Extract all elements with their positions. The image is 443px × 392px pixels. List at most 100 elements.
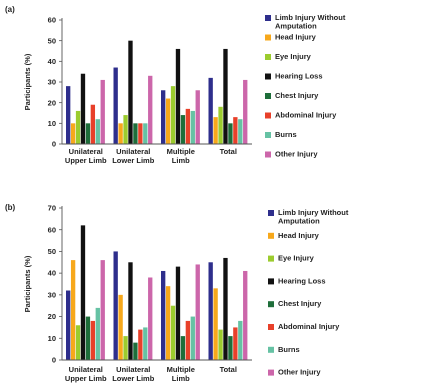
x-tick-label: Total bbox=[220, 147, 237, 156]
legend-swatch bbox=[265, 73, 271, 80]
bar-head-injury-3 bbox=[165, 286, 171, 360]
y-tick-label: 50 bbox=[48, 247, 56, 256]
bar-abdominal-injury-2 bbox=[138, 329, 143, 360]
panel-label: (b) bbox=[5, 203, 16, 212]
bar-eye-injury-1 bbox=[75, 325, 81, 360]
bar-abdominal-injury-1 bbox=[90, 320, 96, 360]
x-tick-label: Upper Limb bbox=[65, 374, 107, 383]
y-tick-label: 50 bbox=[48, 36, 56, 45]
bar-eye-injury-4 bbox=[218, 106, 223, 144]
bar-abdominal-injury-2 bbox=[138, 123, 143, 144]
bar-other-injury-4 bbox=[243, 79, 248, 144]
legend-entry: Head Injury bbox=[275, 33, 317, 42]
bar-hearing-loss-2 bbox=[128, 40, 133, 144]
bar-limb-injury-without-amputation-2 bbox=[113, 251, 118, 360]
bar-chest-injury-3 bbox=[180, 115, 186, 144]
bar-eye-injury-3 bbox=[170, 305, 176, 360]
legend-swatch bbox=[268, 369, 274, 376]
bar-abdominal-injury-3 bbox=[185, 320, 191, 360]
legend-swatch bbox=[265, 132, 271, 138]
legend-swatch bbox=[265, 54, 271, 60]
legend-swatch bbox=[268, 210, 274, 216]
bar-eye-injury-4 bbox=[218, 329, 223, 360]
y-tick-label: 20 bbox=[48, 98, 56, 107]
bar-burns-2 bbox=[143, 123, 148, 144]
bar-eye-injury-3 bbox=[170, 86, 176, 144]
legend-entry: Limb Injury Without bbox=[278, 208, 349, 217]
legend-swatch bbox=[268, 255, 274, 262]
bar-burns-2 bbox=[143, 327, 148, 360]
bar-burns-3 bbox=[190, 316, 195, 360]
bar-hearing-loss-2 bbox=[128, 262, 133, 360]
bar-other-injury-1 bbox=[100, 260, 105, 360]
legend-swatch bbox=[268, 301, 274, 308]
bar-burns-1 bbox=[95, 119, 100, 144]
bar-chest-injury-3 bbox=[180, 336, 186, 360]
bar-head-injury-4 bbox=[213, 288, 218, 360]
legend-swatch bbox=[268, 324, 274, 330]
bar-other-injury-3 bbox=[195, 90, 200, 144]
x-tick-label: Limb bbox=[172, 374, 190, 383]
y-tick-label: 10 bbox=[48, 119, 56, 128]
legend-entry: Burns bbox=[275, 130, 297, 139]
legend-swatch bbox=[265, 93, 271, 99]
y-tick-label: 40 bbox=[48, 57, 56, 66]
x-tick-label: Total bbox=[220, 365, 237, 374]
x-tick-label: Unilateral bbox=[116, 147, 150, 156]
legend-swatch bbox=[268, 232, 274, 239]
legend-entry: Eye Injury bbox=[275, 52, 312, 61]
x-tick-label: Lower Limb bbox=[112, 156, 155, 165]
bar-burns-3 bbox=[190, 110, 195, 144]
chart-panel-a: (a) 0 10 20 30 40 50 60 Participants (%) Unilater… bbox=[5, 5, 346, 165]
bar-chest-injury-4 bbox=[228, 336, 233, 360]
bar-burns-4 bbox=[238, 119, 243, 144]
bar-chest-injury-1 bbox=[85, 316, 91, 360]
bar-limb-injury-without-amputation-2 bbox=[113, 67, 118, 144]
legend-swatch bbox=[265, 112, 271, 119]
bar-limb-injury-without-amputation-3 bbox=[161, 90, 166, 144]
x-tick-label: Lower Limb bbox=[112, 374, 155, 383]
bar-other-injury-3 bbox=[195, 264, 200, 360]
legend-entry: Hearing Loss bbox=[275, 72, 323, 81]
legend-entry: Amputation bbox=[275, 22, 317, 31]
bar-chest-injury-2 bbox=[133, 123, 138, 144]
bar-eye-injury-2 bbox=[123, 115, 128, 144]
x-tick-label: Unilateral bbox=[116, 365, 150, 374]
legend-entry: Chest Injury bbox=[278, 299, 322, 308]
y-tick-label: 30 bbox=[48, 290, 56, 299]
bar-other-injury-2 bbox=[148, 277, 153, 360]
bar-chest-injury-1 bbox=[85, 123, 91, 144]
x-tick-label: Upper Limb bbox=[65, 156, 107, 165]
bar-burns-4 bbox=[238, 320, 243, 360]
y-tick-label: 0 bbox=[52, 356, 56, 365]
bar-abdominal-injury-1 bbox=[90, 104, 96, 144]
legend-entry: Other Injury bbox=[278, 368, 321, 377]
bar-eye-injury-2 bbox=[123, 336, 128, 360]
legend-entry: Limb Injury Without bbox=[275, 13, 346, 22]
legend-entry: Eye Injury bbox=[278, 254, 315, 263]
x-tick-label: Limb bbox=[172, 156, 190, 165]
legend-entry: Abdominal Injury bbox=[278, 322, 340, 331]
legend-entry: Head Injury bbox=[278, 231, 320, 240]
legend-entry: Chest Injury bbox=[275, 91, 319, 100]
bar-head-injury-2 bbox=[118, 294, 123, 360]
y-tick-label: 0 bbox=[52, 140, 56, 149]
bar-burns-1 bbox=[95, 307, 100, 360]
bar-hearing-loss-4 bbox=[223, 48, 228, 144]
legend-entry: Other Injury bbox=[275, 150, 318, 159]
legend-swatch bbox=[268, 278, 274, 285]
legend-swatch bbox=[265, 34, 271, 41]
bar-hearing-loss-3 bbox=[175, 48, 181, 144]
bar-head-injury-3 bbox=[165, 98, 171, 144]
y-axis-label: Participants (%) bbox=[23, 53, 32, 110]
y-tick-label: 60 bbox=[48, 16, 56, 25]
bar-limb-injury-without-amputation-1 bbox=[66, 290, 71, 360]
bar-other-injury-4 bbox=[243, 270, 248, 360]
legend-swatch bbox=[268, 346, 274, 353]
legend-swatch bbox=[265, 151, 271, 158]
y-tick-label: 30 bbox=[48, 78, 56, 87]
bar-head-injury-1 bbox=[70, 123, 76, 144]
x-tick-label: Multiple bbox=[167, 147, 195, 156]
bar-hearing-loss-1 bbox=[80, 225, 86, 360]
